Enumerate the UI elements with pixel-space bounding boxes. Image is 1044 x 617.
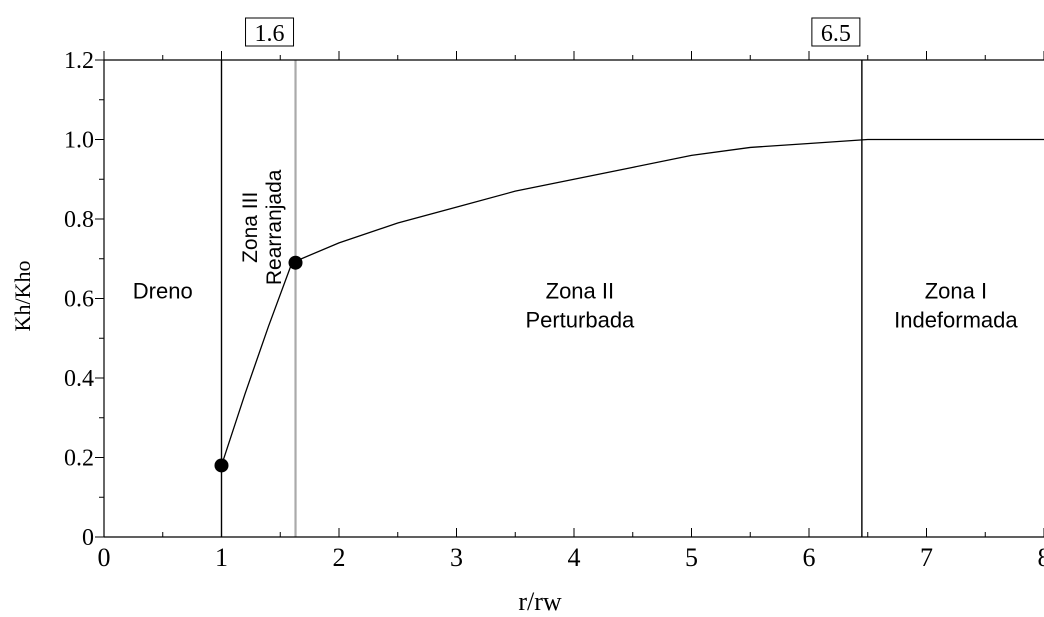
y-tick-label: 0.6 [64, 287, 94, 313]
x-tick-label: 6 [803, 543, 816, 572]
x-tick-label: 8 [1038, 543, 1044, 572]
x-tick-label: 4 [568, 543, 581, 572]
y-tick-label: 0.2 [64, 446, 94, 472]
boxed-label-frame-0 [245, 17, 295, 47]
zone-label-zona-iii: Zona IIIRearranjada [239, 169, 286, 285]
y-tick-label: 1.2 [64, 48, 94, 74]
boxed-label-1: 6.5 [821, 21, 851, 47]
x-tick-label: 0 [98, 543, 111, 572]
zone-label-dreno: Dreno [133, 279, 193, 304]
x-tick-label: 3 [450, 543, 463, 572]
x-tick-label: 1 [215, 543, 228, 572]
zone-label-zona-i: Zona I Indeformada [894, 279, 1018, 333]
data-point-marker-1 [288, 255, 303, 270]
zone-label-zona-ii: Zona II Perturbada [525, 279, 635, 333]
data-point-marker-0 [214, 458, 229, 473]
y-tick-label: 0.4 [64, 366, 94, 392]
series-line-0 [220, 138, 1044, 466]
y-tick-label: 1.0 [64, 128, 94, 154]
x-tick-label: 2 [333, 543, 346, 572]
y-axis-label: Kh/Kho [10, 261, 35, 332]
x-axis-label: r/rw [518, 587, 562, 616]
y-tick-label: 0 [82, 525, 94, 551]
boxed-label-0: 1.6 [255, 21, 285, 47]
x-tick-label: 5 [685, 543, 698, 572]
x-tick-label: 7 [920, 543, 933, 572]
boxed-label-frame-1 [811, 17, 861, 47]
y-tick-label: 0.8 [64, 207, 94, 233]
